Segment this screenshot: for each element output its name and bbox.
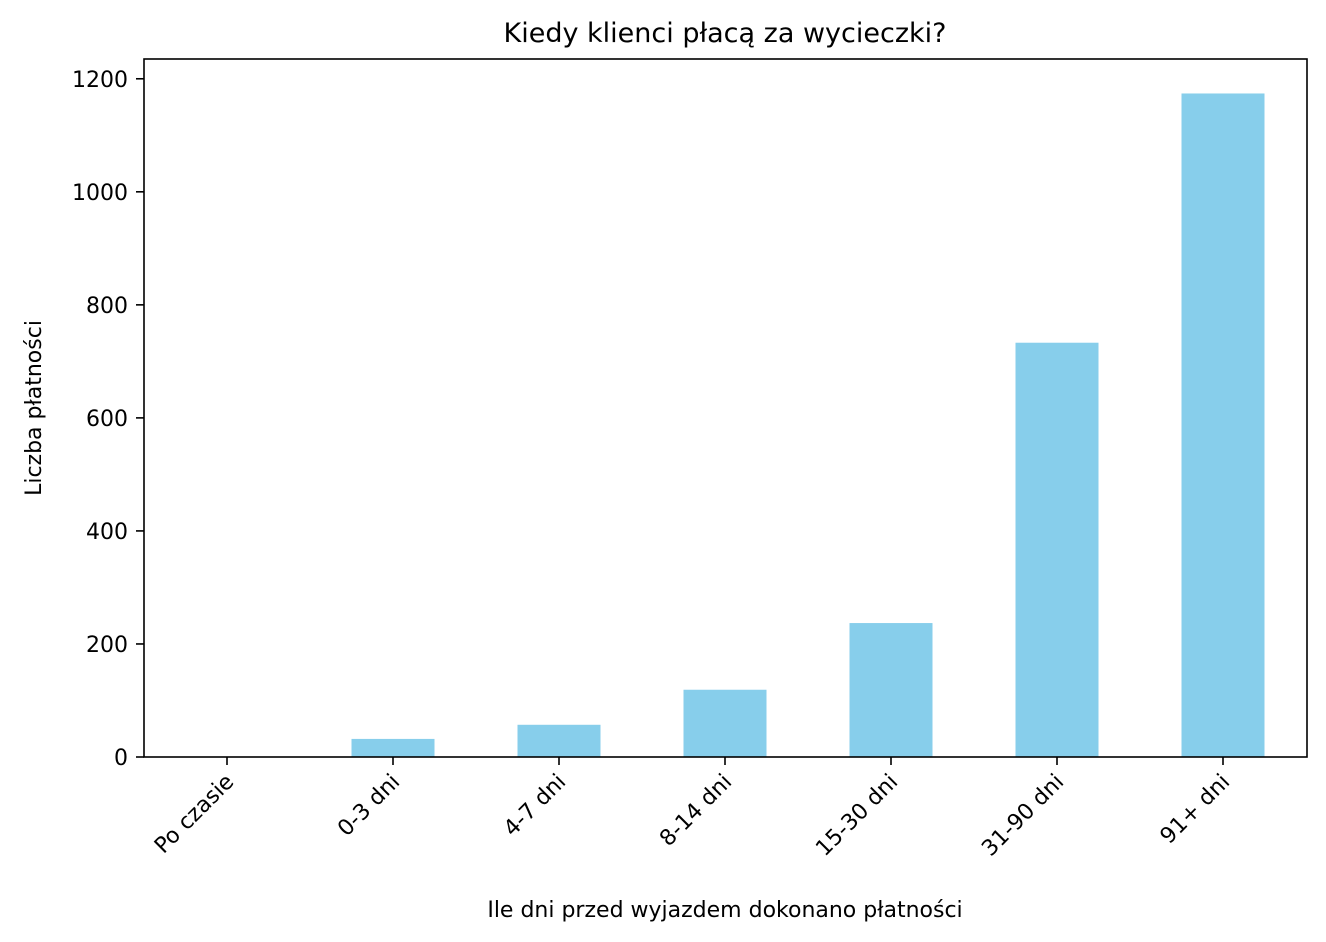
x-tick-label-0: Po czasie [150,770,239,859]
x-tick-label-6: 91+ dni [1156,770,1236,850]
y-axis-label: Liczba płatności [22,320,47,496]
bar-1 [351,738,435,757]
x-tick-label-4: 15-30 dni [811,770,903,862]
y-tick-label-0: 0 [114,746,128,771]
bar-4 [849,623,933,757]
y-tick-label-3: 600 [86,407,128,432]
x-tick-label-3: 8-14 dni [655,770,737,852]
bar-5 [1015,342,1099,757]
y-tick-label-4: 800 [86,294,128,319]
bar-2 [517,724,601,757]
y-tick-label-1: 200 [86,633,128,658]
x-tick-label-5: 31-90 dni [977,770,1069,862]
plot-frame [143,58,1308,758]
y-tick-label-5: 1000 [72,181,128,206]
x-axis-label: Ile dni przed wyjazdem dokonano płatnośc… [487,898,962,923]
bar-3 [683,689,767,757]
y-tick-label-2: 400 [86,520,128,545]
bar-6 [1181,93,1265,757]
chart-title: Kiedy klienci płacą za wycieczki? [504,18,947,49]
x-tick-label-1: 0-3 dni [333,770,405,842]
y-tick-label-6: 1200 [72,68,128,93]
x-tick-label-2: 4-7 dni [499,770,571,842]
